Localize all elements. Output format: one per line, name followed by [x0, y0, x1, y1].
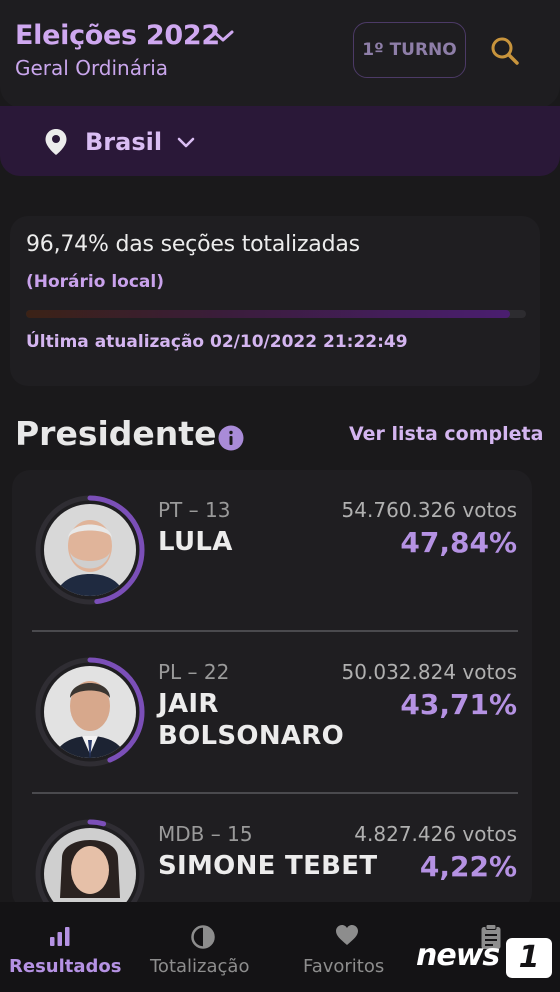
- location-selector[interactable]: Brasil: [0, 106, 560, 176]
- local-time-note: (Horário local): [26, 272, 164, 292]
- clipboard-icon: [481, 924, 501, 949]
- divider: [32, 630, 518, 632]
- candidate-row[interactable]: PL – 22 JAIR BOLSONARO 50.032.824 votos …: [12, 654, 532, 794]
- candidates-panel: PT – 13 LULA 54.760.326 votos 47,84%: [12, 470, 532, 910]
- divider: [32, 792, 518, 794]
- see-full-list-link[interactable]: Ver lista completa: [349, 423, 544, 445]
- nav-item-candidatos[interactable]: [420, 902, 560, 992]
- app-header: Eleições 2022 Geral Ordinária 1º TURNO: [0, 0, 560, 108]
- progress-fill: [26, 310, 510, 318]
- nav-label: Totalização: [150, 956, 250, 977]
- search-icon[interactable]: [488, 34, 522, 68]
- last-update: Última atualização 02/10/2022 21:22:49: [26, 332, 408, 352]
- totalization-progress-bar: [26, 310, 526, 318]
- election-title[interactable]: Eleições 2022: [15, 20, 220, 51]
- vote-percent: 47,84%: [400, 526, 517, 559]
- sections-totalized: 96,74% das seções totalizadas: [26, 232, 360, 257]
- nav-label: Favoritos: [303, 956, 385, 977]
- section-title: Presidente: [15, 414, 217, 453]
- candidate-avatar: [34, 494, 146, 606]
- candidate-name-line2: BOLSONARO: [158, 721, 345, 751]
- info-icon[interactable]: [218, 425, 244, 451]
- vote-percent: 4,22%: [419, 850, 517, 883]
- party-label: PL – 22: [158, 660, 230, 684]
- party-label: MDB – 15: [158, 822, 253, 846]
- news1-watermark: news: [416, 938, 500, 973]
- news1-watermark-badge: 1: [506, 938, 552, 978]
- bar-chart-icon: [50, 927, 70, 946]
- chevron-down-icon[interactable]: [176, 135, 196, 151]
- candidate-name: JAIR: [158, 689, 219, 719]
- party-label: PT – 13: [158, 498, 231, 522]
- vote-percent: 43,71%: [400, 688, 517, 721]
- location-label: Brasil: [85, 128, 163, 156]
- candidate-row[interactable]: PT – 13 LULA 54.760.326 votos 47,84%: [12, 492, 532, 632]
- totalization-status-card: 96,74% das seções totalizadas (Horário l…: [10, 216, 540, 386]
- nav-item-resultados[interactable]: Resultados: [0, 902, 122, 992]
- election-subtitle: Geral Ordinária: [15, 56, 169, 80]
- bottom-nav: Resultados Totalização Favoritos: [0, 902, 560, 992]
- vote-count: 4.827.426 votos: [354, 822, 517, 846]
- nav-label: Resultados: [9, 956, 122, 977]
- heart-icon: [336, 925, 358, 945]
- location-pin-icon: [45, 129, 67, 155]
- vote-count: 54.760.326 votos: [341, 498, 517, 522]
- candidate-name: LULA: [158, 527, 233, 557]
- candidate-name: SIMONE TEBET: [158, 851, 378, 881]
- candidate-row[interactable]: MDB – 15 SIMONE TEBET 4.827.426 votos 4,…: [12, 816, 532, 906]
- chevron-down-icon[interactable]: [210, 26, 236, 46]
- candidate-avatar: [34, 656, 146, 768]
- turno-button[interactable]: 1º TURNO: [353, 22, 466, 78]
- candidate-avatar: [34, 818, 146, 906]
- nav-item-favoritos[interactable]: Favoritos: [290, 902, 405, 992]
- nav-item-totalizacao[interactable]: Totalização: [140, 902, 270, 992]
- pie-icon: [191, 925, 215, 949]
- vote-count: 50.032.824 votos: [341, 660, 517, 684]
